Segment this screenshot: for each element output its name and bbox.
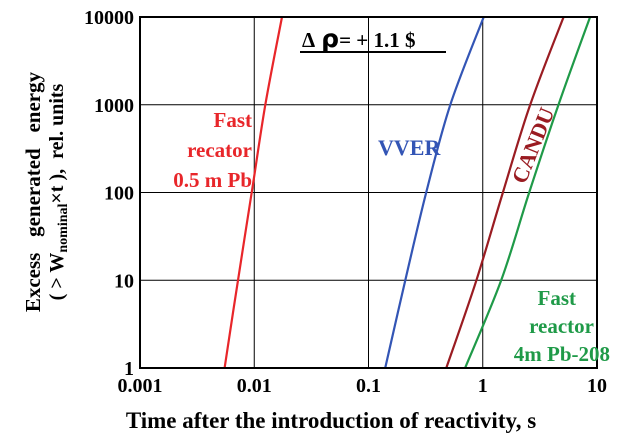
series-line-0 <box>223 16 284 369</box>
y-axis-label: Excess generated energy ( > Wnominal×t )… <box>21 71 71 312</box>
y-axis-label-line2: ( > Wnominal×t ), rel. units <box>46 83 71 300</box>
series-label-fast-pb: Fast recator 0.5 m Pb <box>173 108 252 192</box>
x-tick-label: 1 <box>478 375 488 397</box>
series-label-line: 0.5 m Pb <box>173 168 252 192</box>
x-tick-label: 0.1 <box>356 375 381 397</box>
series-label-line: reactor <box>529 314 594 338</box>
series-label-fast-pb208: Fast reactor 4m Pb-208 <box>514 286 610 366</box>
series-label-candu: CANDU <box>506 104 559 187</box>
y-tick-labels: 1 10 100 1000 10000 <box>84 7 134 380</box>
x-tick-label: 0.001 <box>118 375 163 397</box>
x-tick-label: 0.01 <box>237 375 272 397</box>
plot-frame <box>139 16 598 369</box>
y-tick-label: 1000 <box>94 95 134 117</box>
reactivity-value: = + 1.1 $ <box>339 28 415 52</box>
y-axis-label-prefix: ( > W <box>46 253 68 301</box>
x-tick-label: 10 <box>587 375 607 397</box>
series-line-1 <box>384 16 485 369</box>
series-label-line: Fast <box>214 108 253 132</box>
y-axis-label-line1: Excess generated energy <box>21 71 45 312</box>
y-axis-label-subscript: nominal <box>56 203 71 252</box>
delta-symbol: Δ <box>302 28 315 52</box>
y-tick-label: 10 <box>114 270 134 292</box>
series-line-3 <box>464 16 592 369</box>
series-label-line: 4m Pb-208 <box>514 342 610 366</box>
y-tick-label: 1 <box>124 358 134 380</box>
y-axis-label-suffix: ×t ), rel. units <box>46 83 68 203</box>
series-label-line: recator <box>187 138 252 162</box>
y-tick-label: 100 <box>104 183 134 205</box>
series-layer <box>223 16 592 369</box>
x-tick-labels: 0.001 0.01 0.1 1 10 <box>118 375 608 397</box>
series-label-vver: VVER <box>378 135 441 160</box>
y-tick-label: 10000 <box>84 7 134 29</box>
x-axis-label: Time after the introduction of reactivit… <box>126 408 536 433</box>
rho-symbol: ρ <box>321 24 339 53</box>
series-label-line: Fast <box>538 286 577 310</box>
series-line-2 <box>445 16 565 369</box>
